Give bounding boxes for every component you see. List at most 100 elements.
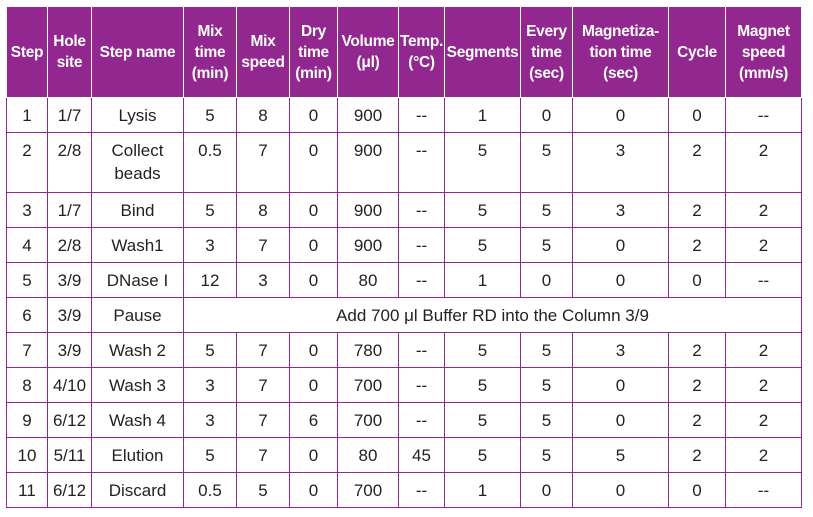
column-header-temp: Temp. (°C) — [398, 6, 445, 98]
step-name-line: Wash 3 — [108, 376, 166, 395]
step-name-line: Discard — [108, 481, 167, 500]
cell-cycle: 2 — [668, 402, 726, 438]
cell-step-name: Wash 2 — [91, 332, 184, 368]
cell-magnetization-time: 0 — [572, 262, 669, 298]
column-header-step-name: Step name — [91, 6, 184, 98]
cell-step: 10 — [6, 437, 48, 473]
cell-mix-speed: 7 — [236, 227, 290, 263]
column-header-every-time: Every time (sec) — [520, 6, 573, 98]
step-name-line: Wash 2 — [108, 341, 166, 360]
column-header-cycle: Cycle — [668, 6, 726, 98]
cell-temp: -- — [398, 472, 445, 508]
header-line: (sec) — [603, 64, 638, 82]
cell-magnet-speed: 2 — [725, 132, 802, 193]
cell-segments: 5 — [444, 402, 521, 438]
cell-step: 6 — [6, 297, 48, 333]
table-row: 5 3/9 DNase I 12 3 0 80 -- 1 0 0 0 -- — [6, 262, 802, 298]
header-line: Mix — [197, 22, 223, 40]
cell-cycle: 2 — [668, 332, 726, 368]
cell-volume: 700 — [337, 472, 399, 508]
step-name-line: Wash 4 — [108, 411, 166, 430]
cell-mix-time: 3 — [183, 227, 237, 263]
cell-mix-speed: 8 — [236, 192, 290, 228]
cell-every-time: 5 — [520, 192, 573, 228]
cell-magnet-speed: 2 — [725, 227, 802, 263]
cell-segments: 5 — [444, 332, 521, 368]
cell-magnetization-time: 0 — [572, 97, 669, 133]
cell-temp: -- — [398, 97, 445, 133]
cell-step-name: Discard — [91, 472, 184, 508]
table-row: 3 1/7 Bind 5 8 0 900 -- 5 5 3 2 2 — [6, 192, 802, 228]
protocol-table: Step Hole site Step name Mix time (min) Mix spee… — [6, 6, 802, 508]
cell-every-time: 5 — [520, 132, 573, 193]
table-body: 1 1/7 Lysis 5 8 0 900 -- 1 0 0 0 -- 2 2/8 Collect beads 0… — [6, 97, 802, 508]
cell-step-name: Lysis — [91, 97, 184, 133]
cell-cycle: 0 — [668, 472, 726, 508]
cell-mix-time: 5 — [183, 192, 237, 228]
cell-cycle: 0 — [668, 97, 726, 133]
header-line: speed — [241, 54, 285, 71]
cell-volume: 700 — [337, 402, 399, 438]
header-line: Magnetiza- — [581, 22, 660, 40]
table-row: 11 6/12 Discard 0.5 5 0 700 -- 1 0 0 0 -- — [6, 472, 802, 508]
header-line: tion time — [589, 43, 652, 61]
cell-magnet-speed: 2 — [725, 437, 802, 473]
header-line: (sec) — [529, 64, 564, 82]
cell-segments: 5 — [444, 192, 521, 228]
table-row: 8 4/10 Wash 3 3 7 0 700 -- 5 5 0 2 2 — [6, 367, 802, 403]
column-header-magnetization-time: Magnetiza-tion time (sec) — [572, 6, 669, 98]
header-line: site — [56, 54, 83, 71]
cell-step: 5 — [6, 262, 48, 298]
cell-step: 11 — [6, 472, 48, 508]
cell-hole-site: 5/11 — [47, 437, 92, 473]
cell-segments: 1 — [444, 97, 521, 133]
cell-every-time: 0 — [520, 472, 573, 508]
table-row: 6 3/9 Pause Add 700 μl Buffer RD into the C… — [6, 297, 802, 333]
cell-step-name: Bind — [91, 192, 184, 228]
cell-volume: 700 — [337, 367, 399, 403]
header-row: Step Hole site Step name Mix time (min) Mix spee… — [6, 6, 802, 98]
header-line: time — [531, 43, 562, 61]
cell-cycle: 2 — [668, 132, 726, 193]
cell-segments: 5 — [444, 367, 521, 403]
cell-step-name: DNase I — [91, 262, 184, 298]
cell-every-time: 5 — [520, 437, 573, 473]
cell-mix-speed: 7 — [236, 332, 290, 368]
cell-every-time: 0 — [520, 97, 573, 133]
cell-step-name: Wash 4 — [91, 402, 184, 438]
table-row: 9 6/12 Wash 4 3 7 6 700 -- 5 5 0 2 2 — [6, 402, 802, 438]
cell-magnet-speed: 2 — [725, 367, 802, 403]
column-header-mix-speed: Mix speed — [236, 6, 290, 98]
cell-mix-time: 0.5 — [183, 132, 237, 193]
header-line: time — [194, 43, 226, 61]
cell-cycle: 2 — [668, 227, 726, 263]
cell-volume: 80 — [337, 437, 399, 473]
cell-volume: 900 — [337, 227, 399, 263]
cell-every-time: 5 — [520, 402, 573, 438]
protocol-table-container: Step Hole site Step name Mix time (min) Mix spee… — [6, 6, 802, 508]
cell-mix-time: 3 — [183, 402, 237, 438]
cell-magnet-speed: -- — [725, 97, 802, 133]
table-row: 1 1/7 Lysis 5 8 0 900 -- 1 0 0 0 -- — [6, 97, 802, 133]
cell-dry-time: 6 — [289, 402, 338, 438]
cell-every-time: 5 — [520, 367, 573, 403]
cell-dry-time: 0 — [289, 367, 338, 403]
cell-hole-site: 4/10 — [47, 367, 92, 403]
cell-magnet-speed: -- — [725, 472, 802, 508]
header-line: time — [298, 43, 329, 61]
header-line: Hole — [53, 33, 86, 50]
header-line: (μl) — [356, 54, 380, 71]
cell-every-time: 0 — [520, 262, 573, 298]
cell-volume: 80 — [337, 262, 399, 298]
cell-cycle: 2 — [668, 367, 726, 403]
cell-dry-time: 0 — [289, 472, 338, 508]
cell-mix-speed: 7 — [236, 132, 290, 193]
cell-magnetization-time: 0 — [572, 402, 669, 438]
header-line: Cycle — [677, 43, 717, 61]
cell-segments: 5 — [444, 227, 521, 263]
cell-hole-site: 2/8 — [47, 227, 92, 263]
cell-temp: -- — [398, 332, 445, 368]
cell-magnetization-time: 0 — [572, 227, 669, 263]
cell-every-time: 5 — [520, 332, 573, 368]
column-header-segments: Segments — [444, 6, 521, 98]
